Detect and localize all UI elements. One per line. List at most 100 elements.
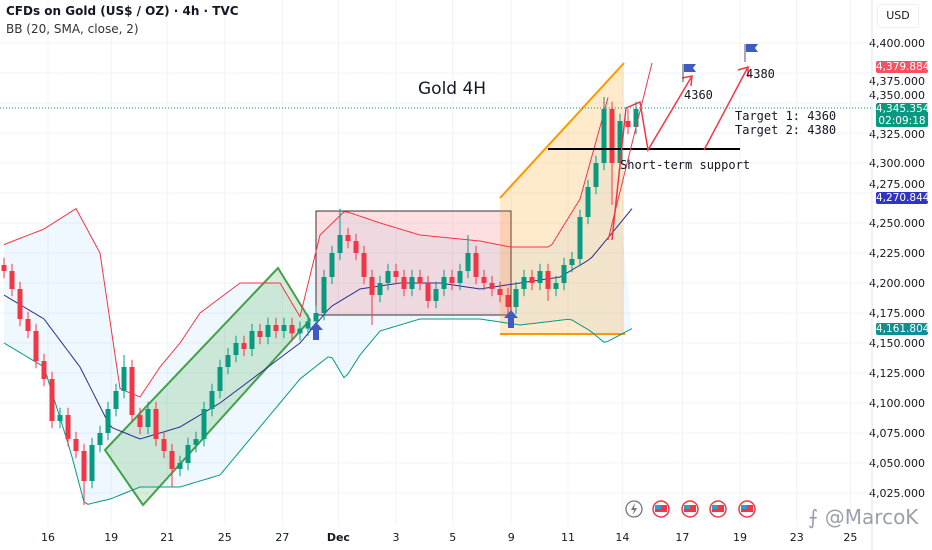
candle <box>33 323 39 369</box>
candle-body <box>153 409 159 439</box>
up-arrow-icon[interactable] <box>504 310 518 328</box>
candle <box>9 263 15 297</box>
candle-body <box>545 271 551 289</box>
x-tick-label: 16 <box>41 531 55 544</box>
candle <box>457 263 463 291</box>
chart-annotation-title: Gold 4H <box>418 79 486 99</box>
x-tick-label: 27 <box>275 531 289 544</box>
candle-body <box>417 277 423 283</box>
y-tick-label: 4,275.000 <box>869 178 925 191</box>
candle-body <box>593 163 599 187</box>
economic-events <box>625 500 756 518</box>
candle <box>81 443 87 505</box>
candle-body <box>433 289 439 301</box>
bollinger-band-fill <box>4 97 632 505</box>
candle <box>129 359 135 423</box>
candle <box>177 455 183 477</box>
price-label: 4,379.884 <box>876 61 929 74</box>
candle-body <box>257 331 263 337</box>
candle <box>609 101 615 205</box>
candle <box>49 371 55 429</box>
candle-body <box>49 379 55 421</box>
candle <box>305 314 311 336</box>
candle-body <box>457 271 463 283</box>
candle <box>257 323 263 345</box>
candle-body <box>465 253 471 271</box>
candle-body <box>521 277 527 289</box>
candle <box>585 179 591 225</box>
candle-body <box>553 283 559 289</box>
candle-body <box>65 415 71 439</box>
x-tick-label: 25 <box>218 531 232 544</box>
candle <box>217 359 223 399</box>
x-tick-label: 9 <box>508 531 515 544</box>
wedge-upper-line[interactable] <box>499 62 625 199</box>
candle-body <box>393 271 399 277</box>
projection-arrow-2[interactable] <box>703 66 749 151</box>
candle-body <box>17 289 23 319</box>
candle-body <box>161 439 167 451</box>
candle <box>409 269 415 297</box>
candle-body <box>601 109 607 163</box>
candle-body <box>497 289 503 295</box>
candle <box>393 263 399 285</box>
candle-body <box>273 325 279 331</box>
price-label: 4,270.844 <box>876 191 930 204</box>
consolidation-box[interactable] <box>315 210 512 316</box>
flag-icon[interactable] <box>682 64 696 82</box>
time-axis[interactable]: 16 19 21 25 27 Dec 3 5 9 11 14 17 19 23 25 <box>41 531 857 544</box>
us-flag-icon[interactable] <box>709 500 727 518</box>
orange-wedge[interactable] <box>500 63 624 334</box>
y-tick-label: 4,400.000 <box>869 37 925 50</box>
candle-body <box>449 277 455 283</box>
candle <box>537 263 543 291</box>
price-label: 4,161.804 <box>876 322 929 335</box>
y-tick-label: 4,350.000 <box>869 89 925 102</box>
candle-body <box>9 271 15 289</box>
candle-body <box>577 217 583 259</box>
lightning-icon[interactable] <box>625 500 643 518</box>
us-flag-icon[interactable] <box>738 500 756 518</box>
price-label-value: 4,270.844 <box>876 191 930 204</box>
y-tick-label: 4,200.000 <box>869 277 925 290</box>
indicator-legend[interactable]: BB (20, SMA, close, 2) <box>6 22 139 36</box>
candle <box>153 401 159 447</box>
candle-body <box>425 283 431 301</box>
target-1-label: Target 1: 4360 <box>735 109 836 123</box>
candle-body <box>305 321 311 329</box>
candle <box>1 257 7 279</box>
candle <box>25 311 31 339</box>
x-tick-label: 25 <box>843 531 857 544</box>
candle <box>297 321 303 341</box>
candle <box>361 245 367 285</box>
candle-body <box>105 409 111 433</box>
candle-body <box>137 415 143 427</box>
price-label-value: 4,345.354 <box>876 102 930 115</box>
us-flag-icon[interactable] <box>681 500 699 518</box>
bb-upper-line <box>3 97 609 398</box>
y-tick-label: 4,050.000 <box>869 457 925 470</box>
candle-body <box>265 325 271 337</box>
x-tick-label: Dec <box>327 531 350 544</box>
symbol-title[interactable]: CFDs on Gold (US$ / OZ) · 4h · TVC <box>6 4 239 18</box>
flag-icon[interactable] <box>744 44 758 62</box>
candle-body <box>209 391 215 409</box>
y-tick-label: 4,125.000 <box>869 367 925 380</box>
candle-body <box>569 259 575 265</box>
projection-arrow-1[interactable] <box>611 75 693 241</box>
candle <box>233 335 239 363</box>
candle <box>329 245 335 285</box>
candle-body <box>505 295 511 307</box>
target-2-label: Target 2: 4380 <box>735 123 836 137</box>
candle-body <box>329 253 335 277</box>
up-arrow-icon[interactable] <box>309 322 323 340</box>
currency-button[interactable]: USD <box>877 4 919 28</box>
candle <box>377 275 383 303</box>
countdown-timer: 02:09:18 <box>878 114 926 127</box>
candle <box>89 437 95 489</box>
candle <box>433 281 439 309</box>
candle-body <box>609 109 615 163</box>
us-flag-icon[interactable] <box>652 500 670 518</box>
